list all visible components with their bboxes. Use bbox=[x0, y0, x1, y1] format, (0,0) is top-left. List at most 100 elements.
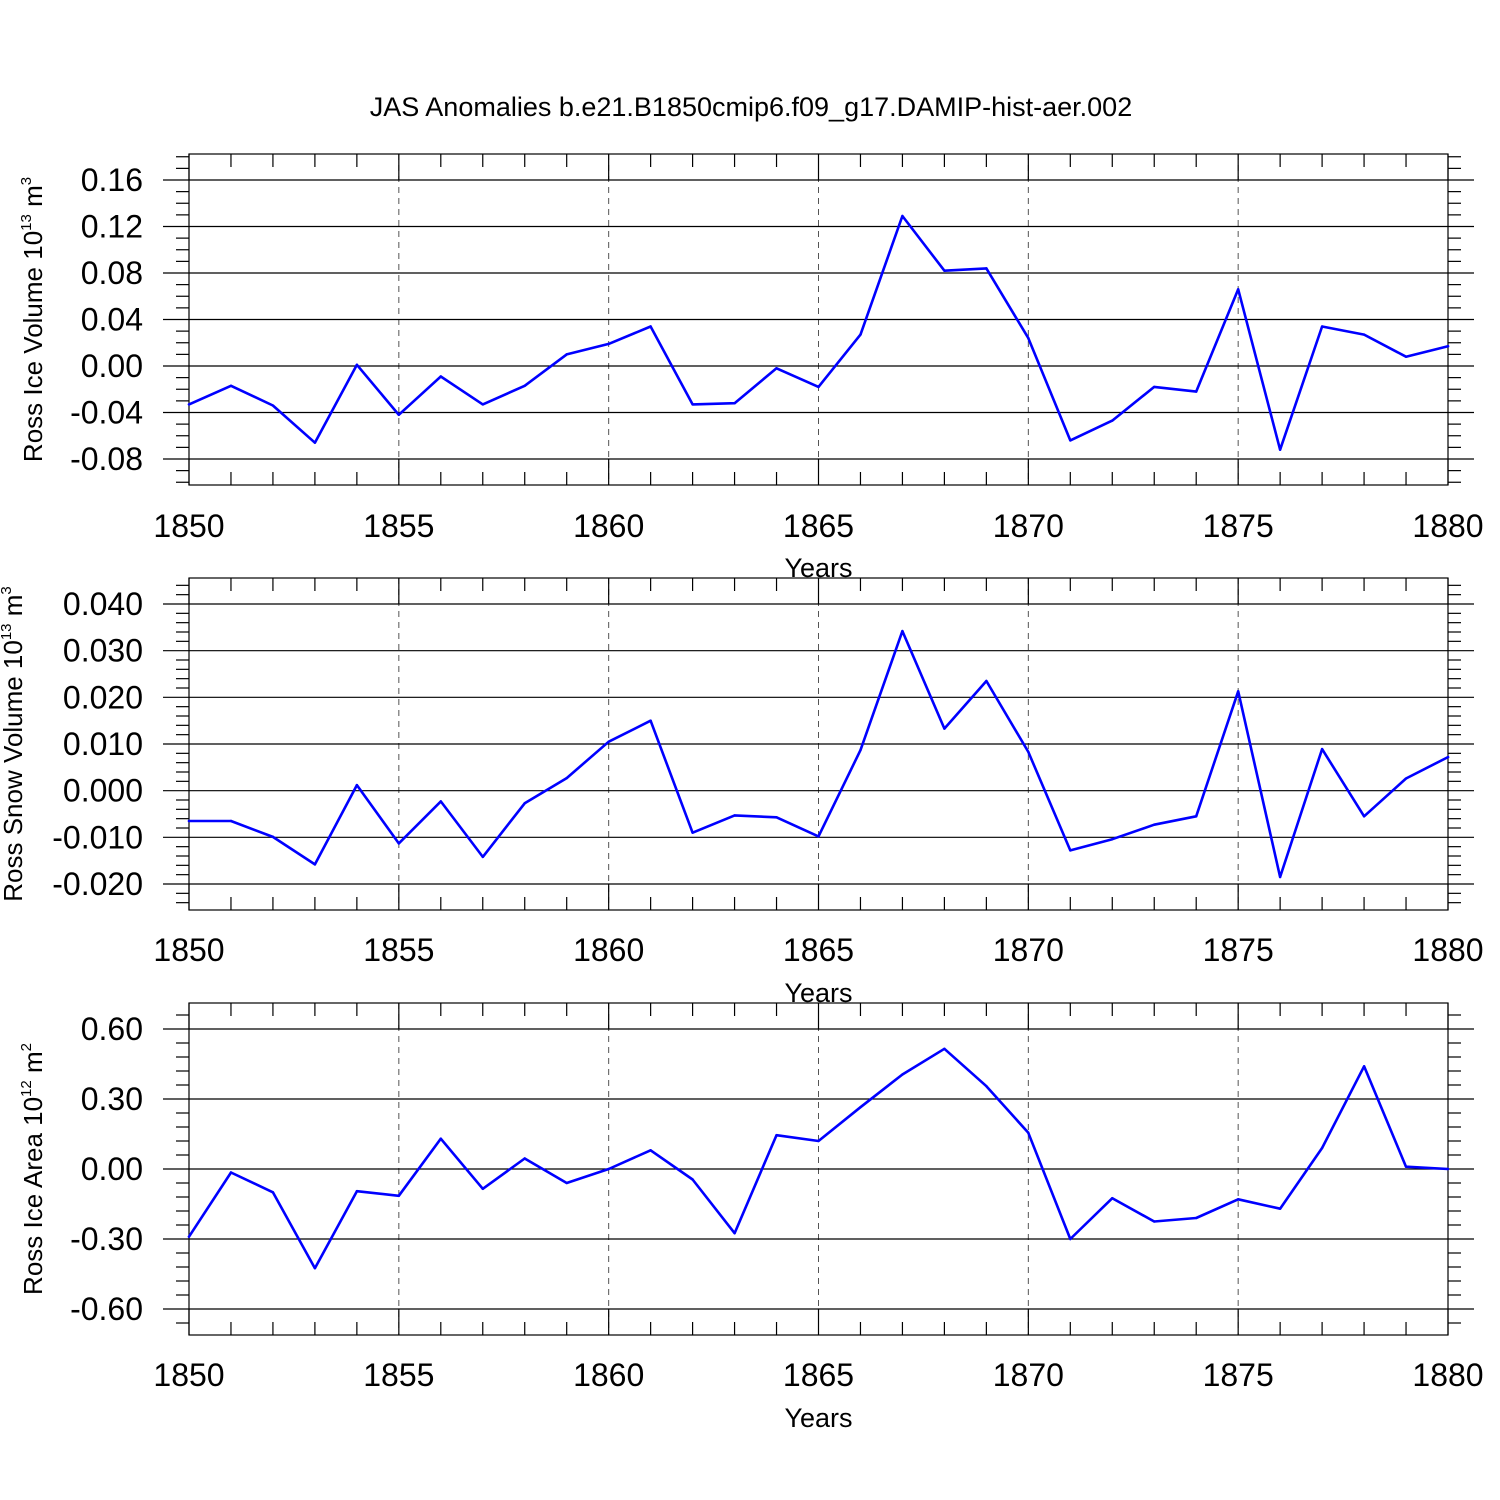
y-tick-label: -0.010 bbox=[52, 819, 143, 855]
data-point bbox=[775, 816, 778, 819]
data-point bbox=[229, 1171, 233, 1174]
data-point bbox=[1153, 1220, 1156, 1223]
y-tick-label: 0.040 bbox=[63, 586, 143, 622]
data-point bbox=[397, 842, 401, 845]
chart-panel-3: 0.60 0.30 0.00 -0.30 -0.60 1850 1855 1860 1865 18… bbox=[18, 1002, 1484, 1433]
data-point bbox=[1446, 755, 1450, 759]
y-tick-label: -0.08 bbox=[70, 441, 143, 477]
x-tick-label: 1855 bbox=[363, 932, 434, 968]
y-tick-label: 0.04 bbox=[81, 302, 143, 338]
data-point bbox=[1362, 333, 1366, 336]
data-point bbox=[943, 727, 946, 730]
x-tick-label: 1850 bbox=[153, 932, 224, 968]
y-tick-label: -0.020 bbox=[52, 866, 143, 902]
y-tick-label: 0.030 bbox=[63, 633, 143, 669]
data-point bbox=[607, 342, 610, 346]
x-tick-label: 1875 bbox=[1203, 508, 1274, 544]
x-tick-label: 1860 bbox=[573, 508, 644, 544]
data-point bbox=[313, 441, 317, 444]
data-point bbox=[691, 831, 694, 834]
x-tick-label: 1880 bbox=[1412, 508, 1483, 544]
data-point bbox=[1236, 1198, 1240, 1201]
data-point bbox=[1195, 390, 1198, 393]
y-tick-label: -0.60 bbox=[70, 1291, 143, 1327]
x-tick-label: 1865 bbox=[783, 932, 854, 968]
data-point bbox=[397, 413, 401, 417]
x-tick-label: 1870 bbox=[993, 508, 1064, 544]
data-point bbox=[775, 1133, 778, 1137]
y-axis-label: Ross Ice Area 1012 m2 bbox=[18, 1043, 48, 1295]
y-tick-label: 0.00 bbox=[81, 348, 143, 384]
data-point bbox=[817, 1139, 820, 1143]
data-point bbox=[1404, 355, 1408, 358]
y-tick-label: -0.30 bbox=[70, 1221, 143, 1257]
data-point bbox=[439, 375, 442, 378]
data-point bbox=[985, 679, 988, 683]
x-tick-label: 1855 bbox=[363, 1357, 434, 1393]
data-point bbox=[691, 1178, 694, 1181]
data-point bbox=[565, 1181, 568, 1185]
x-tick-label: 1880 bbox=[1412, 932, 1483, 968]
y-axis-label: Ross Ice Volume 1013 m3 bbox=[18, 177, 48, 462]
data-point bbox=[859, 748, 862, 752]
data-point bbox=[355, 1189, 359, 1193]
data-point bbox=[943, 1047, 946, 1051]
data-point bbox=[901, 1073, 904, 1076]
data-point bbox=[1404, 777, 1408, 780]
data-point bbox=[523, 802, 526, 805]
data-point bbox=[817, 385, 820, 389]
data-point bbox=[1153, 823, 1156, 826]
data-point bbox=[859, 1105, 862, 1109]
data-point bbox=[271, 1191, 275, 1194]
data-point bbox=[1027, 750, 1030, 754]
data-point bbox=[1027, 1131, 1030, 1135]
data-point bbox=[397, 1194, 401, 1198]
data-point bbox=[607, 1167, 610, 1171]
y-axis-label: Ross Snow Volume 1013 m3 bbox=[0, 586, 28, 902]
data-point bbox=[1069, 1237, 1072, 1241]
data-point bbox=[985, 267, 988, 270]
data-point bbox=[1195, 815, 1198, 818]
data-point bbox=[481, 403, 484, 406]
data-point bbox=[481, 1187, 484, 1191]
data-point bbox=[229, 819, 233, 823]
data-point bbox=[1153, 385, 1156, 389]
y-tick-label: 0.00 bbox=[81, 1151, 143, 1187]
y-tick-label: 0.08 bbox=[81, 255, 143, 291]
data-point bbox=[523, 384, 526, 387]
x-tick-label: 1880 bbox=[1412, 1357, 1483, 1393]
data-point bbox=[1278, 1207, 1282, 1210]
data-point bbox=[229, 384, 233, 387]
y-tick-label: -0.04 bbox=[70, 395, 143, 431]
data-point bbox=[313, 1266, 317, 1270]
x-tick-label: 1855 bbox=[363, 508, 434, 544]
data-point bbox=[649, 325, 652, 328]
data-point bbox=[1362, 815, 1366, 818]
x-tick-label: 1865 bbox=[783, 508, 854, 544]
x-tick-label: 1875 bbox=[1203, 1357, 1274, 1393]
y-tick-label: 0.16 bbox=[81, 162, 143, 198]
data-point bbox=[1320, 747, 1324, 751]
data-point bbox=[1362, 1065, 1366, 1068]
data-point bbox=[313, 863, 317, 866]
y-tick-label: 0.020 bbox=[63, 679, 143, 715]
data-point bbox=[691, 403, 694, 406]
data-point bbox=[187, 403, 191, 406]
data-point bbox=[1069, 439, 1072, 442]
x-tick-label: 1860 bbox=[573, 1357, 644, 1393]
x-tick-label: 1870 bbox=[993, 932, 1064, 968]
data-point bbox=[649, 1149, 652, 1152]
data-point bbox=[355, 363, 359, 367]
data-point bbox=[775, 367, 778, 370]
x-tick-label: 1850 bbox=[153, 1357, 224, 1393]
data-point bbox=[1111, 1196, 1114, 1200]
data-point bbox=[565, 776, 568, 780]
chart-panel-1: 0.16 0.12 0.08 0.04 0.00 -0.04 -0.08 1850 1855 18… bbox=[18, 153, 1484, 583]
data-point bbox=[649, 719, 652, 722]
data-point bbox=[355, 783, 359, 787]
data-point bbox=[817, 835, 820, 838]
data-point bbox=[187, 1235, 191, 1238]
data-point bbox=[271, 835, 275, 839]
data-point bbox=[943, 269, 946, 272]
